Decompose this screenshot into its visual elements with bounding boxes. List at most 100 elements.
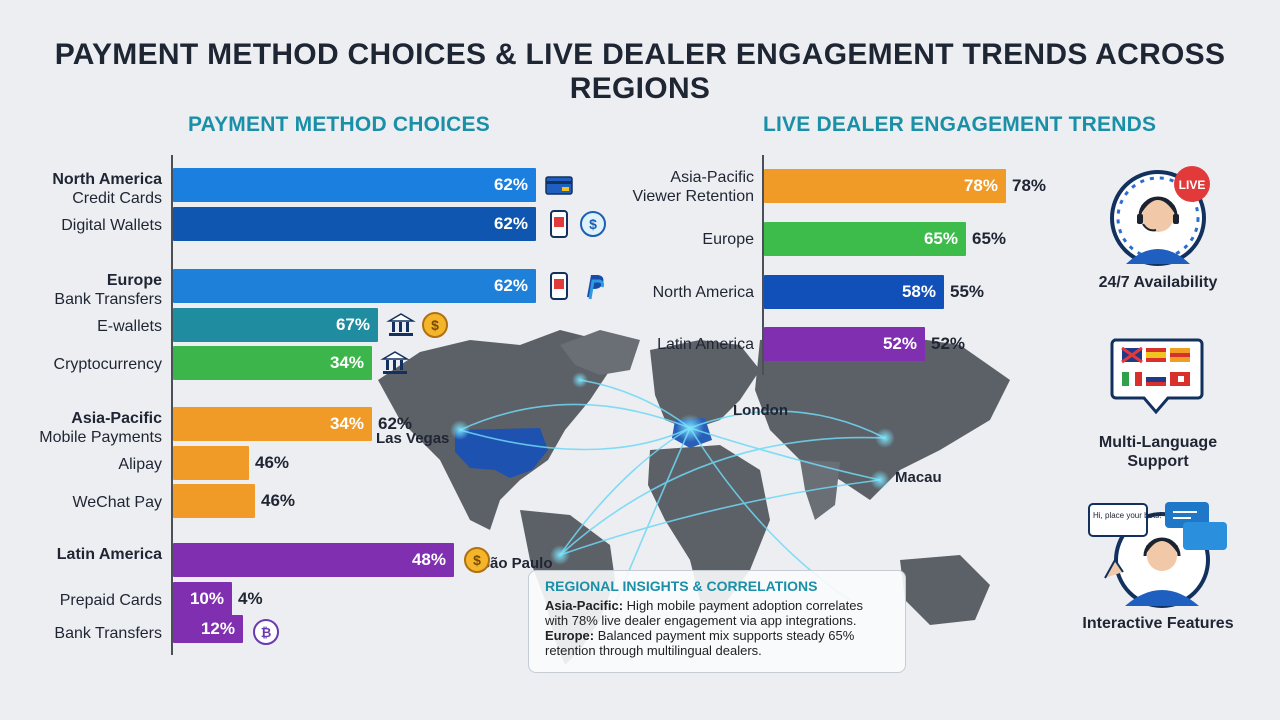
payment-bar: 67% bbox=[173, 308, 378, 342]
payment-bar-value: 12% bbox=[200, 619, 235, 638]
engagement-region-label: Europe bbox=[702, 231, 754, 248]
payment-chart-title: PAYMENT METHOD CHOICES bbox=[188, 113, 490, 136]
svg-text:₿: ₿ bbox=[261, 625, 272, 640]
payment-row-label: WeChat Pay bbox=[72, 493, 162, 512]
paypal-icon bbox=[587, 275, 605, 300]
payment-region-label: Europe bbox=[106, 272, 162, 289]
payment-method-label: Bank Transfers bbox=[54, 625, 162, 642]
payment-region-label: Asia-Pacific bbox=[71, 410, 162, 427]
city-las-vegas: Las Vegas bbox=[376, 430, 450, 447]
engagement-region-label: North America bbox=[652, 284, 754, 301]
feature-interactive-label: Interactive Features bbox=[1082, 615, 1234, 632]
payment-row-label: Europe Bank Transfers bbox=[54, 271, 162, 309]
insight-asia-pacific-text: High mobile payment adoption correlates … bbox=[545, 598, 863, 628]
payment-bar-value: 48% bbox=[411, 550, 446, 569]
map-europe bbox=[650, 340, 760, 430]
engagement-bar: 58% bbox=[764, 275, 944, 309]
map-australia bbox=[900, 555, 990, 625]
svg-text:$: $ bbox=[473, 552, 481, 568]
engagement-bar-value: 78% bbox=[963, 176, 998, 195]
payment-bar-value: 10% bbox=[189, 589, 224, 608]
engagement-bar-value: 58% bbox=[901, 282, 936, 301]
crypto-coin-icon: ₿ bbox=[253, 619, 279, 645]
payment-bar bbox=[173, 446, 249, 480]
feature-availability-label: 24/7 Availability bbox=[1098, 274, 1218, 291]
payment-bar: 34% bbox=[173, 407, 372, 441]
payment-row-label: Digital Wallets bbox=[61, 216, 162, 235]
engagement-bar: 78% bbox=[764, 169, 1006, 203]
svg-text:$: $ bbox=[589, 216, 597, 232]
city-london: London bbox=[733, 402, 788, 419]
gold-coin-icon: $ bbox=[464, 547, 490, 573]
city-macau: Macau bbox=[895, 469, 942, 486]
payment-region-label: Latin America bbox=[56, 546, 162, 563]
payment-row-label: Alipay bbox=[118, 455, 162, 474]
map-usa bbox=[455, 428, 548, 478]
payment-method-label: Alipay bbox=[118, 456, 162, 473]
feature-language-label: Multi-Language Support bbox=[1098, 434, 1218, 470]
dollar-coin-icon: $ bbox=[580, 211, 606, 237]
payment-bar-value: 67% bbox=[335, 315, 370, 334]
payment-row-label: North America Credit Cards bbox=[52, 170, 162, 208]
payment-row-label: Latin America bbox=[57, 545, 162, 564]
payment-bar-value: 62% bbox=[493, 276, 528, 295]
payment-bar: 34% bbox=[173, 346, 372, 380]
map-greenland bbox=[560, 330, 640, 375]
payment-row-label: E-wallets bbox=[97, 317, 162, 336]
payment-row-label: Cryptocurrency bbox=[54, 355, 162, 374]
engagement-axis bbox=[762, 155, 764, 375]
bank-icon bbox=[380, 351, 410, 374]
engagement-bar-extra-value: 65% bbox=[972, 229, 1007, 248]
map-africa bbox=[648, 445, 770, 610]
engagement-region-label: Asia-Pacific bbox=[670, 169, 754, 186]
engagement-row-label: North America bbox=[653, 283, 754, 302]
insight-europe-region: Europe: bbox=[545, 628, 595, 643]
map-asia bbox=[755, 330, 1010, 500]
engagement-bar: 65% bbox=[764, 222, 966, 256]
payment-bar: 10% bbox=[173, 582, 232, 616]
regional-insights-box: REGIONAL INSIGHTS & CORRELATIONS Asia-Pa… bbox=[528, 570, 906, 673]
gold-coin-icon: $ bbox=[422, 312, 448, 338]
credit-card-icon bbox=[545, 176, 573, 195]
payment-bar: 62% bbox=[173, 207, 536, 241]
payment-method-label: Digital Wallets bbox=[61, 217, 162, 234]
payment-method-label: WeChat Pay bbox=[72, 494, 162, 511]
bank-icon bbox=[386, 313, 416, 336]
payment-bar-value: 34% bbox=[329, 353, 364, 372]
payment-row-label: Bank Transfers bbox=[54, 624, 162, 643]
svg-text:$: $ bbox=[431, 317, 439, 333]
engagement-region-label: Latin America bbox=[657, 336, 754, 353]
map-india bbox=[800, 460, 840, 520]
chat-dealer-icon: Hi, place your bets! bbox=[1088, 502, 1227, 608]
payment-bar bbox=[173, 484, 255, 518]
city-sao-paulo: São Paulo bbox=[480, 555, 553, 572]
payment-bar: 48% bbox=[173, 543, 454, 577]
payment-bar-extra-value: 4% bbox=[238, 589, 263, 608]
engagement-bar: 52% bbox=[764, 327, 925, 361]
payment-row-label: Asia-Pacific Mobile Payments bbox=[39, 409, 162, 447]
phone-wallet-icon bbox=[550, 210, 568, 238]
insight-asia-pacific: Asia-Pacific: High mobile payment adopti… bbox=[545, 598, 889, 628]
payment-bar-value: 62% bbox=[493, 214, 528, 233]
payment-method-label: Prepaid Cards bbox=[59, 592, 162, 609]
payment-bar-extra-value: 46% bbox=[261, 491, 296, 510]
phone-transfer-icon bbox=[550, 272, 568, 300]
payment-method-label: Bank Transfers bbox=[54, 291, 162, 308]
payment-method-label: Mobile Payments bbox=[39, 429, 162, 446]
insight-asia-pacific-region: Asia-Pacific: bbox=[545, 598, 624, 613]
payment-bar-extra-value: 62% bbox=[378, 414, 413, 433]
payment-bar: 12% bbox=[173, 615, 243, 643]
payment-method-label: Credit Cards bbox=[72, 190, 162, 207]
live-badge-text: LIVE bbox=[1179, 178, 1206, 192]
payment-row-label: Prepaid Cards bbox=[60, 591, 162, 610]
engagement-bar-extra-value: 52% bbox=[931, 334, 966, 353]
flags-speech-icon bbox=[1110, 338, 1204, 415]
engagement-bar-extra-value: 55% bbox=[950, 282, 985, 301]
engagement-bar-value: 65% bbox=[923, 229, 958, 248]
payment-bar-extra-value: 46% bbox=[255, 453, 290, 472]
engagement-row-label: Latin America bbox=[657, 335, 754, 354]
insights-title: REGIONAL INSIGHTS & CORRELATIONS bbox=[545, 578, 818, 594]
payment-bar-value: 62% bbox=[493, 175, 528, 194]
payment-region-label: North America bbox=[52, 171, 162, 188]
